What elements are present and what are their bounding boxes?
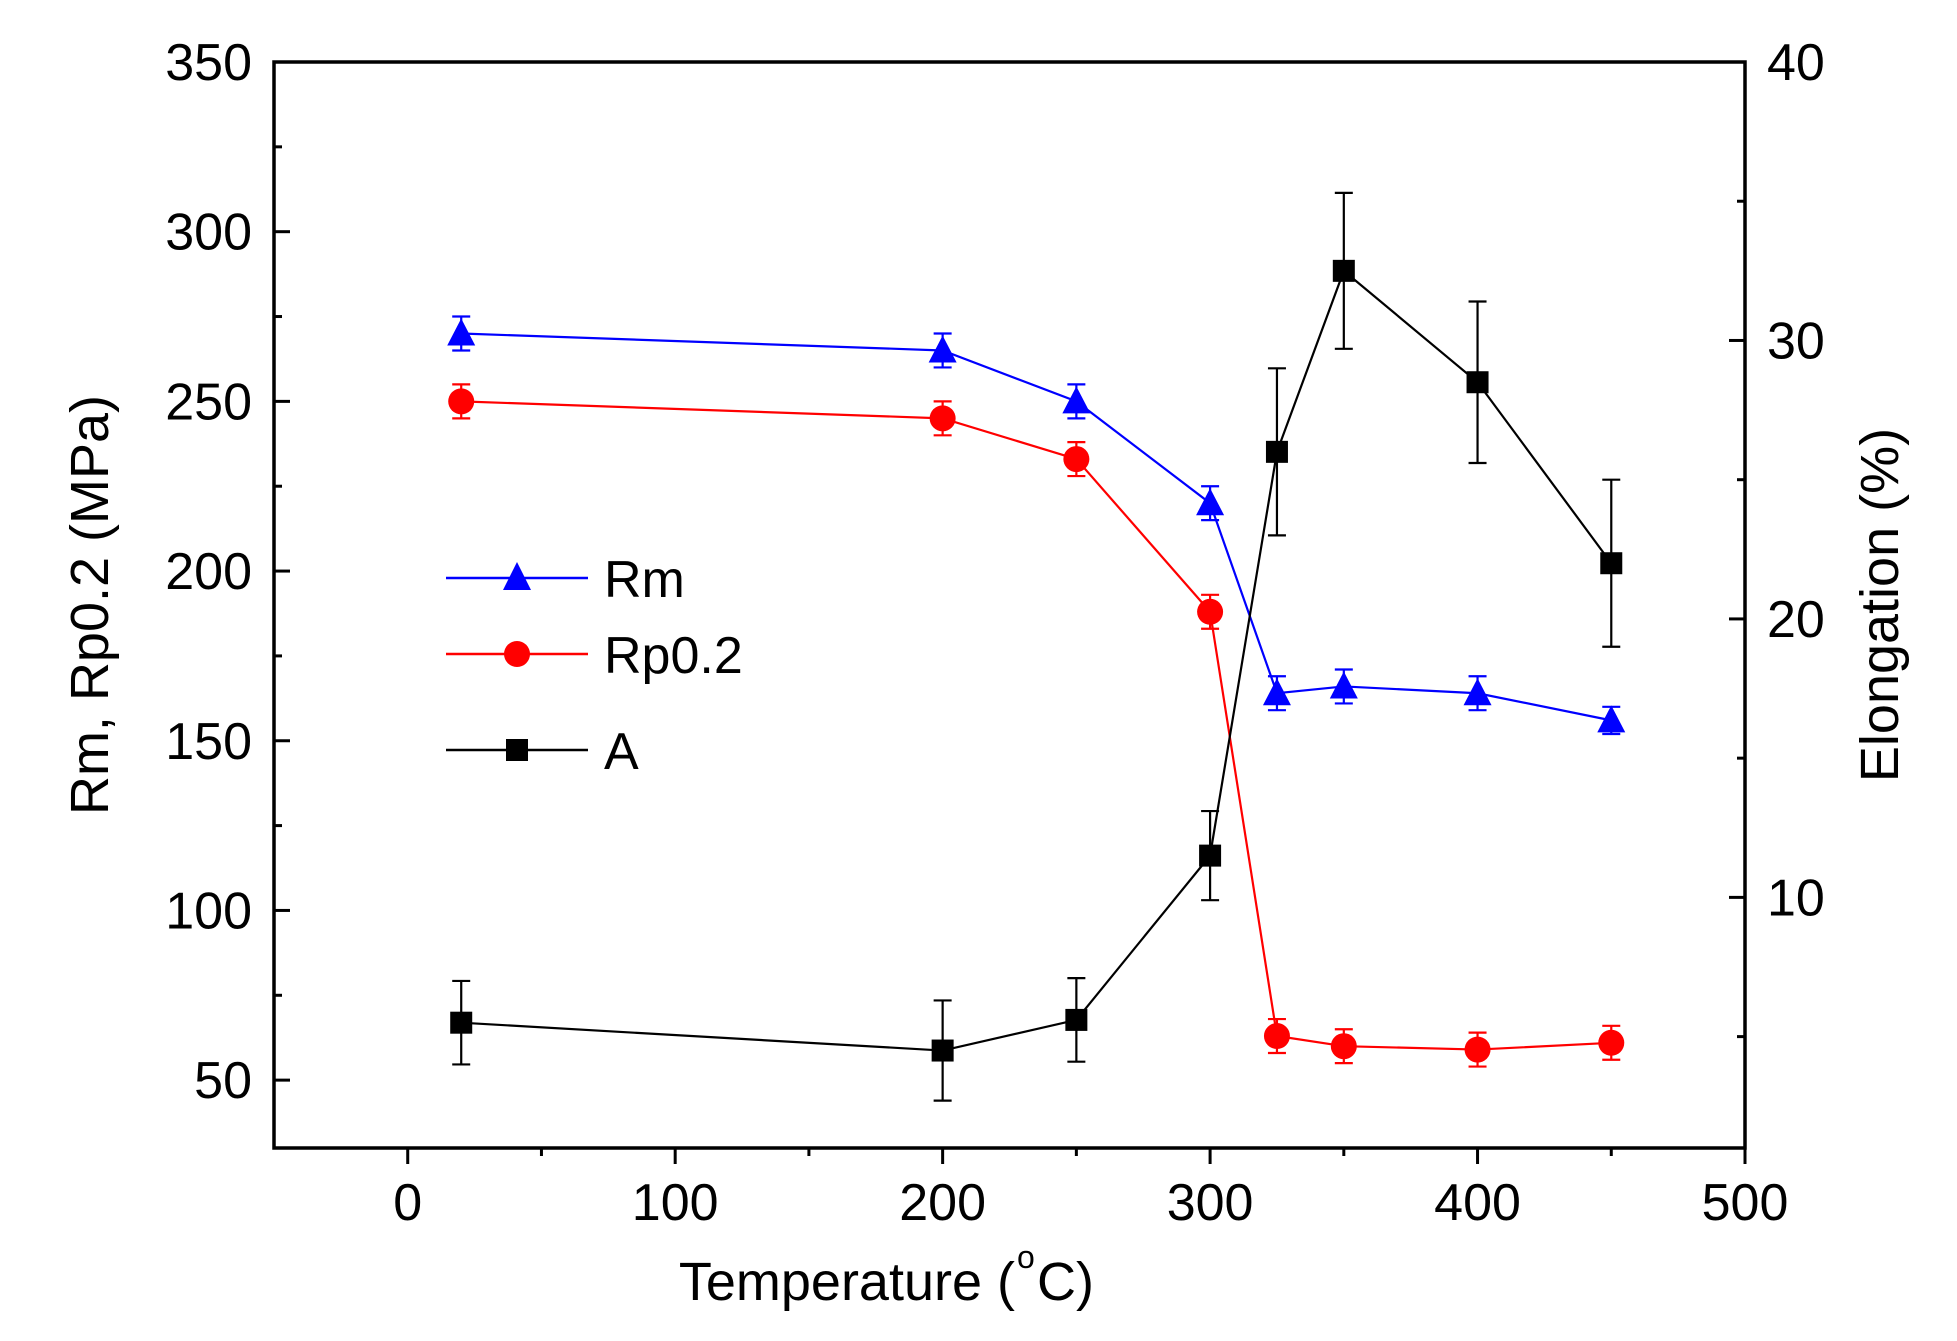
data-point bbox=[1463, 678, 1492, 706]
y-tick-label: 150 bbox=[165, 713, 252, 771]
data-point bbox=[448, 388, 475, 415]
data-point bbox=[1197, 598, 1224, 625]
x-tick-label: 200 bbox=[899, 1174, 986, 1232]
y-tick-label: 300 bbox=[165, 204, 252, 262]
data-point bbox=[928, 335, 957, 363]
y-tick-label: 350 bbox=[165, 34, 252, 92]
data-point bbox=[929, 405, 956, 432]
data-point bbox=[1330, 1033, 1357, 1060]
x-axis-title-degree: o bbox=[1017, 1239, 1035, 1275]
data-point bbox=[1263, 1023, 1290, 1050]
data-point bbox=[1265, 440, 1288, 463]
y-tick-label: 250 bbox=[165, 373, 252, 431]
series-rp02 bbox=[448, 383, 1625, 1068]
x-tick-label: 0 bbox=[393, 1174, 422, 1232]
y2-tick-label: 40 bbox=[1767, 34, 1825, 92]
data-point bbox=[1065, 1008, 1088, 1031]
legend-label-rm: Rm bbox=[604, 551, 685, 609]
data-point bbox=[447, 318, 476, 346]
series-line bbox=[461, 400, 1612, 1051]
legend-marker-rm bbox=[503, 562, 531, 590]
data-point bbox=[1199, 844, 1222, 867]
y2-tick-label: 10 bbox=[1767, 869, 1825, 927]
x-tick-label: 400 bbox=[1434, 1174, 1521, 1232]
y2-tick-label: 30 bbox=[1767, 312, 1825, 370]
data-point bbox=[1062, 386, 1091, 414]
plot-frame bbox=[272, 60, 1747, 1150]
data-point bbox=[1329, 671, 1358, 699]
series-line bbox=[461, 269, 1613, 1052]
data-point bbox=[1196, 488, 1225, 516]
y-axis-left: 50 100 150 200 250 300 350 bbox=[165, 34, 290, 1110]
series-layer bbox=[447, 191, 1626, 1102]
x-tick-label: 100 bbox=[632, 1174, 719, 1232]
series-rm bbox=[447, 315, 1626, 736]
data-point bbox=[1063, 446, 1090, 473]
data-point bbox=[1464, 1036, 1491, 1063]
series-a bbox=[450, 191, 1623, 1102]
y-axis-right: 10 20 30 40 bbox=[1729, 34, 1825, 1039]
y-tick-label: 50 bbox=[194, 1052, 252, 1110]
x-axis-title: Temperature ( bbox=[679, 1252, 1015, 1312]
y2-axis-title: Elongation (%) bbox=[1850, 428, 1910, 782]
x-tick-label: 500 bbox=[1702, 1174, 1789, 1232]
legend-label-a: A bbox=[604, 723, 639, 781]
y-tick-label: 200 bbox=[165, 543, 252, 601]
data-point bbox=[1262, 678, 1291, 706]
data-point bbox=[1600, 552, 1623, 575]
legend-label-rp02: Rp0.2 bbox=[604, 627, 743, 685]
series-line bbox=[461, 332, 1612, 722]
y2-tick-label: 20 bbox=[1767, 591, 1825, 649]
legend-marker-rp02 bbox=[504, 641, 530, 667]
x-tick-label: 300 bbox=[1167, 1174, 1254, 1232]
data-point bbox=[1332, 259, 1355, 282]
x-axis-title-unit: C) bbox=[1037, 1252, 1094, 1312]
data-point bbox=[1598, 1029, 1625, 1056]
legend-entry-rp02: Rp0.2 bbox=[446, 627, 743, 685]
data-point bbox=[931, 1039, 954, 1062]
data-point bbox=[1597, 705, 1626, 733]
legend-entry-a: A bbox=[446, 723, 639, 781]
x-axis: 0 100 200 300 400 500 bbox=[393, 1148, 1788, 1232]
y-axis-title: Rm, Rp0.2 (MPa) bbox=[60, 395, 120, 815]
data-point bbox=[1466, 371, 1489, 394]
data-point bbox=[450, 1011, 473, 1034]
legend-marker-a bbox=[506, 739, 528, 761]
y-tick-label: 100 bbox=[165, 882, 252, 940]
legend: Rm Rp0.2 A bbox=[446, 551, 743, 781]
legend-entry-rm: Rm bbox=[446, 551, 685, 609]
